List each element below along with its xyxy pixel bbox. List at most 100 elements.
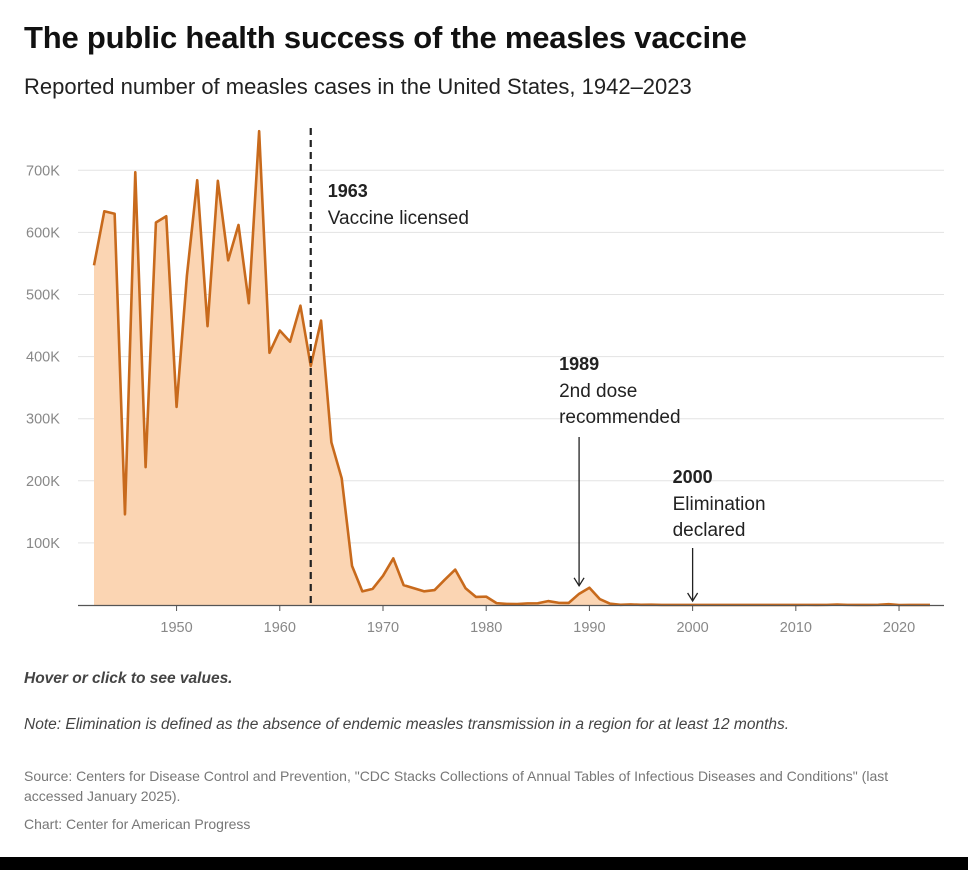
data-point[interactable]: 1992: 2,200 bbox=[605, 599, 615, 609]
data-point[interactable]: 2011: 220 bbox=[801, 600, 811, 610]
data-point[interactable]: 2006: 55 bbox=[750, 600, 760, 610]
data-point[interactable]: 1947: 222,000 bbox=[141, 462, 151, 472]
data-point[interactable]: 1996: 500 bbox=[646, 600, 656, 610]
y-tick-label: 100K bbox=[26, 536, 60, 552]
data-point[interactable]: 2023: 59 bbox=[925, 600, 935, 610]
data-point[interactable]: 1981: 3,000 bbox=[492, 598, 502, 608]
data-point[interactable]: 2012: 55 bbox=[811, 600, 821, 610]
chart-title: The public health success of the measles… bbox=[24, 20, 747, 55]
data-point[interactable]: 1974: 22,000 bbox=[419, 586, 429, 596]
data-point[interactable]: 1991: 9,600 bbox=[595, 594, 605, 604]
data-point[interactable]: 1948: 616,000 bbox=[151, 217, 161, 227]
data-point[interactable]: 1983: 1,500 bbox=[512, 599, 522, 609]
x-tick-label: 1970 bbox=[367, 620, 399, 636]
data-point[interactable]: 1966: 204,000 bbox=[337, 473, 347, 483]
data-point[interactable]: 1964: 458,000 bbox=[316, 316, 326, 326]
data-point[interactable]: 1988: 3,400 bbox=[564, 598, 574, 608]
data-point[interactable]: 1957: 486,000 bbox=[244, 298, 254, 308]
annotation-text: 2nd dose bbox=[559, 381, 637, 402]
data-point[interactable]: 1986: 6,300 bbox=[543, 596, 553, 606]
x-tick-label: 1950 bbox=[160, 620, 192, 636]
data-point[interactable]: 1973: 27,000 bbox=[409, 583, 419, 593]
data-point[interactable]: 1962: 482,000 bbox=[295, 301, 305, 311]
data-point[interactable]: 1990: 27,800 bbox=[584, 583, 594, 593]
data-point[interactable]: 1953: 449,000 bbox=[203, 321, 213, 331]
data-point[interactable]: 1943: 634,000 bbox=[99, 206, 109, 216]
data-point[interactable]: 1961: 424,000 bbox=[285, 337, 295, 347]
chart-subtitle: Reported number of measles cases in the … bbox=[24, 74, 692, 99]
data-point[interactable]: 2013: 187 bbox=[822, 600, 832, 610]
data-point[interactable]: 1954: 683,000 bbox=[213, 176, 223, 186]
data-point[interactable]: 2016: 86 bbox=[853, 600, 863, 610]
data-point[interactable]: 2003: 56 bbox=[719, 600, 729, 610]
data-point[interactable]: 1967: 63,000 bbox=[347, 561, 357, 571]
data-point[interactable]: 2004: 37 bbox=[729, 600, 739, 610]
data-point[interactable]: 1944: 630,000 bbox=[110, 209, 120, 219]
data-point[interactable]: 2021: 49 bbox=[904, 600, 914, 610]
data-point[interactable]: 1956: 612,000 bbox=[233, 220, 243, 230]
data-point[interactable]: 2022: 121 bbox=[915, 600, 925, 610]
data-point[interactable]: 1942: 547,000 bbox=[89, 260, 99, 270]
chart-area[interactable]: 100K 200K 300K 400K 500K 600K 700K 1950 1960 197… bbox=[0, 0, 968, 660]
annotation-text: declared bbox=[673, 520, 746, 541]
data-point[interactable]: 1982: 1,700 bbox=[502, 599, 512, 609]
data-point[interactable]: 2010: 63 bbox=[791, 600, 801, 610]
data-point[interactable]: 1958: 763,000 bbox=[254, 126, 264, 136]
data-point[interactable]: 2002: 44 bbox=[708, 600, 718, 610]
data-point[interactable]: 2015: 188 bbox=[842, 600, 852, 610]
data-point[interactable]: 2009: 71 bbox=[781, 600, 791, 610]
x-tick-label: 2010 bbox=[780, 620, 812, 636]
data-point[interactable]: 2007: 43 bbox=[760, 600, 770, 610]
data-point[interactable]: 2020: 13 bbox=[894, 600, 904, 610]
annotation-year: 2000 bbox=[673, 467, 713, 487]
y-tick-label: 200K bbox=[26, 474, 60, 490]
annotation-layer: 1963 Vaccine licensed 1989 2nd dose recommen… bbox=[309, 128, 766, 605]
data-point[interactable]: 2008: 140 bbox=[770, 600, 780, 610]
data-point[interactable]: 1960: 442,000 bbox=[275, 326, 285, 336]
data-point[interactable]: 1945: 146,000 bbox=[120, 509, 130, 519]
data-point[interactable]: 2018: 375 bbox=[873, 600, 883, 610]
data-point[interactable]: 1993: 300 bbox=[615, 600, 625, 610]
data-point[interactable]: 1952: 684,000 bbox=[192, 175, 202, 185]
data-point[interactable]: 1970: 47,000 bbox=[378, 571, 388, 581]
data-point[interactable]: 1998: 100 bbox=[667, 600, 677, 610]
data-point[interactable]: 1955: 555,000 bbox=[223, 255, 233, 265]
data-point[interactable]: 1963: 385,000 bbox=[306, 361, 316, 371]
data-point[interactable]: 1959: 406,000 bbox=[264, 348, 274, 358]
data-point[interactable]: 1975: 24,000 bbox=[430, 585, 440, 595]
data-point[interactable]: 2000: 86 bbox=[688, 600, 698, 610]
data-point[interactable]: 1978: 27,000 bbox=[461, 583, 471, 593]
data-point[interactable]: 1985: 2,800 bbox=[533, 598, 543, 608]
data-point[interactable]: 1980: 13,500 bbox=[481, 592, 491, 602]
data-point[interactable]: 1979: 13,000 bbox=[471, 592, 481, 602]
data-point[interactable]: 1987: 3,600 bbox=[553, 598, 563, 608]
y-tick-label: 500K bbox=[26, 288, 60, 304]
hover-hint: Hover or click to see values. bbox=[24, 670, 233, 687]
area-layer bbox=[92, 129, 931, 607]
data-point[interactable]: 1995: 300 bbox=[636, 600, 646, 610]
data-point[interactable]: 2017: 120 bbox=[863, 600, 873, 610]
data-point[interactable]: 1969: 26,000 bbox=[368, 584, 378, 594]
data-point[interactable]: 1950: 319,000 bbox=[172, 402, 182, 412]
data-point[interactable]: 1976: 41,000 bbox=[440, 575, 450, 585]
data-point[interactable]: 2005: 66 bbox=[739, 600, 749, 610]
data-point[interactable]: 1989: 18,000 bbox=[574, 589, 584, 599]
data-point[interactable]: 1984: 2,600 bbox=[522, 598, 532, 608]
data-point[interactable]: 1972: 32,000 bbox=[399, 580, 409, 590]
source-text: Source: Centers for Disease Control and … bbox=[24, 768, 889, 804]
data-point[interactable]: 1999: 100 bbox=[677, 600, 687, 610]
data-point[interactable]: 1949: 626,000 bbox=[161, 211, 171, 221]
bottom-bar bbox=[0, 857, 968, 870]
data-point[interactable]: 1971: 75,000 bbox=[388, 553, 398, 563]
data-point[interactable]: 1951: 530,000 bbox=[182, 271, 192, 281]
data-point[interactable]: 2014: 667 bbox=[832, 600, 842, 610]
data-point[interactable]: 1946: 697,000 bbox=[130, 167, 140, 177]
data-point[interactable]: 1968: 22,000 bbox=[357, 586, 367, 596]
data-point[interactable]: 1977: 57,000 bbox=[450, 565, 460, 575]
data-point[interactable]: 1965: 262,000 bbox=[326, 437, 336, 447]
data-point[interactable]: 2001: 116 bbox=[698, 600, 708, 610]
x-tick-label: 1960 bbox=[264, 620, 296, 636]
data-point[interactable]: 1997: 140 bbox=[657, 600, 667, 610]
data-point[interactable]: 1994: 960 bbox=[626, 599, 636, 609]
